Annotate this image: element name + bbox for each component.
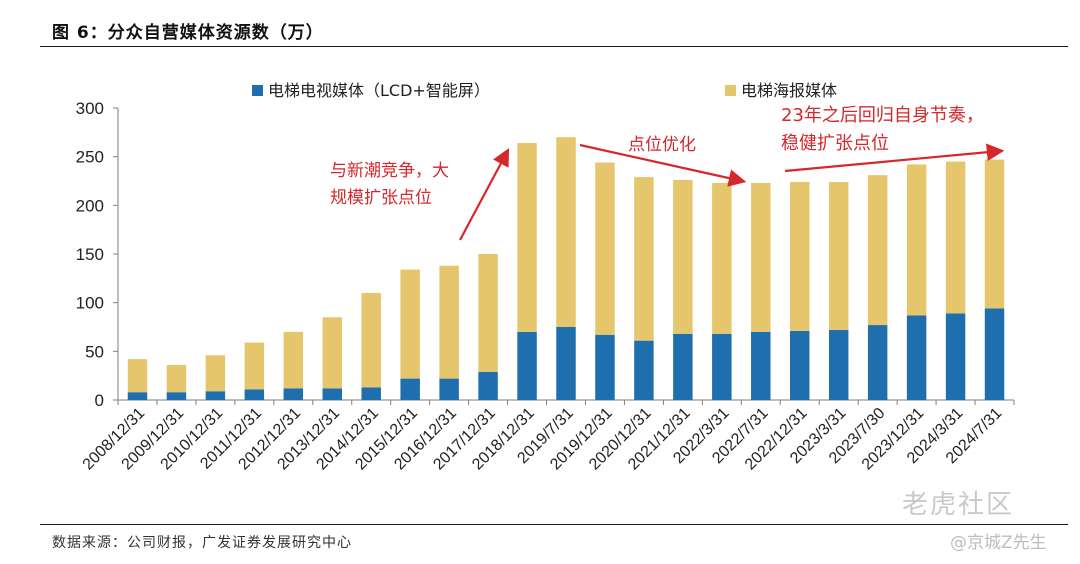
watermark-author: @京城Z先生 [950,533,1047,553]
bar-lcd [984,308,1005,400]
bar-poster [400,269,420,379]
bar-poster [673,180,693,334]
legend-swatch [725,85,736,96]
y-tick-label: 300 [76,99,104,118]
title-rule [40,46,1068,47]
legend-label: 电梯海报媒体 [741,81,837,100]
figure-title: 图 6：分众自营媒体资源数（万） [52,23,324,43]
bar-lcd [634,340,654,400]
bars [127,137,1005,400]
x-axis: 2008/12/312009/12/312010/12/312011/12/31… [80,399,1015,473]
bar-lcd [400,378,420,400]
bar-poster [439,265,459,379]
watermark-logo: 老虎社区 [902,490,1015,520]
bar-lcd [127,392,148,400]
bar-poster [244,342,265,390]
bar-poster [828,181,849,330]
y-tick-label: 100 [76,294,104,313]
bar-poster [556,137,576,327]
bar-poster [790,181,810,331]
bar-poster [127,359,148,393]
y-tick-label: 250 [76,148,104,167]
bar-lcd [906,315,927,400]
bar-lcd [439,378,459,400]
legend-swatch [252,85,263,96]
bar-lcd [751,331,771,400]
bar-lcd [517,331,537,400]
bar-poster [166,364,187,393]
bar-poster [517,143,537,332]
annotation-arrow-steady [784,143,1005,173]
bar-lcd [945,313,966,400]
annotation-text: 23年之后回归自身节奏， [781,105,984,126]
bar-poster [945,161,966,314]
bar-poster [984,159,1005,309]
bar-lcd [244,389,265,400]
bar-poster [283,331,304,389]
bar-lcd [166,392,187,400]
y-tick-label: 200 [76,196,104,215]
bar-lcd [828,329,849,400]
bar-lcd [673,333,693,400]
y-tick-label: 0 [95,391,104,410]
bar-lcd [283,388,304,400]
legend: 电梯电视媒体（LCD+智能屏） 电梯海报媒体 [252,81,837,100]
annotation-text: 点位优化 [628,135,696,155]
annotation-text: 规模扩张点位 [330,188,432,208]
annotation-arrow-optimization [579,143,747,187]
bar-lcd [205,391,226,400]
bar-poster [867,175,888,326]
bar-lcd [867,325,888,400]
bar-poster [751,182,771,332]
y-axis: 0 50 100 150 200 250 300 [76,99,119,410]
y-tick-label: 150 [76,245,104,264]
annotation-text: 与新潮竞争，大 [330,161,449,181]
bar-poster [634,177,654,341]
annotation-text: 稳健扩张点位 [781,133,889,154]
bar-lcd [790,330,810,400]
bar-poster [712,182,732,334]
bar-poster [595,162,615,335]
bar-lcd [556,327,576,400]
source-rule [40,524,1068,525]
bar-poster [906,164,927,316]
bar-lcd [322,388,342,400]
bar-lcd [478,371,498,400]
bar-poster [478,254,498,372]
source-note: 数据来源：公司财报，广发证券发展研究中心 [52,535,352,551]
y-tick-label: 50 [85,342,104,361]
bar-poster [361,292,381,388]
legend-label: 电梯电视媒体（LCD+智能屏） [268,81,490,100]
annotation-arrow-expansion [459,148,510,241]
bar-poster [205,355,226,392]
bar-poster [322,317,342,389]
bar-lcd [595,334,615,400]
bar-lcd [712,333,732,400]
stacked-bar-chart: 0 50 100 150 200 250 300 2008/12/312009/12/312… [76,81,1015,473]
bar-lcd [361,387,381,400]
